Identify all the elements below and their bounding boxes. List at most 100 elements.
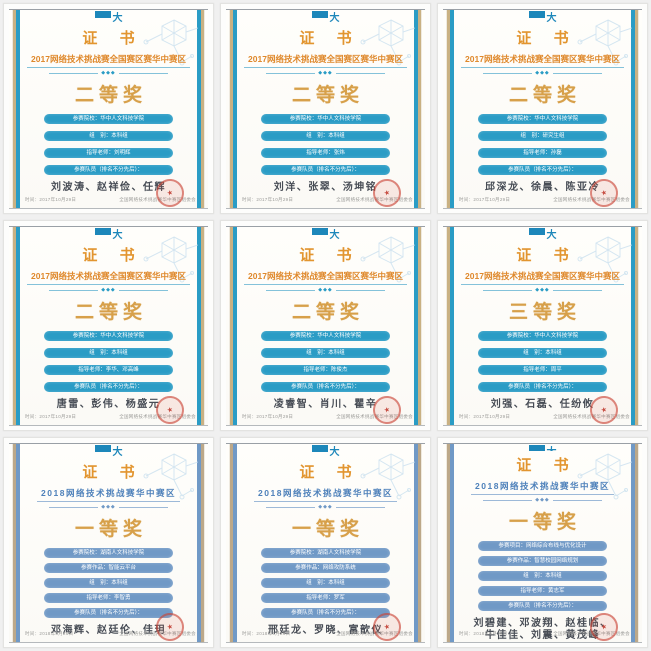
footer-issuer: 全国网络技术挑战赛华中赛区组委会: [553, 631, 630, 636]
event-logo-cropped: 大: [93, 11, 125, 24]
event-logo-cropped: 大: [93, 445, 125, 458]
grid-cell: 大 证 书 2017网络技术挑战赛全国赛区赛华中赛区 ◆◆◆ 二等奖 参赛院校：…: [217, 0, 434, 217]
info-bar: 参赛队员（排名不分先后）：: [43, 608, 174, 618]
diamonds-icon: ◆◆◆: [101, 70, 116, 76]
seal-star-icon: ★: [600, 623, 609, 632]
certificate-card[interactable]: 大 证 书 2017网络技术挑战赛全国赛区赛华中赛区 ◆◆◆ 二等奖 参赛院校：…: [437, 3, 648, 214]
info-bar: 指导老师：孙磊: [477, 148, 608, 158]
certificate-title: 证 书: [299, 464, 361, 481]
diamonds-icon: ◆◆◆: [535, 497, 550, 503]
info-bar: 参赛作品：智能云平台: [43, 563, 174, 573]
border-stripe-left: [229, 227, 237, 425]
official-seal-icon: ★: [369, 175, 405, 211]
certificate-card[interactable]: 大 证 书 2017网络技术挑战赛全国赛区赛华中赛区 ◆◆◆ 三等奖 参赛院校：…: [437, 220, 648, 431]
event-logo-cropped: 大: [310, 11, 342, 24]
info-bar: 参赛院校：华中人文科技学院: [260, 331, 391, 341]
separator-line-left: [265, 506, 316, 508]
info-bar: 指导老师：李智勇: [43, 593, 174, 603]
info-bar: 参赛院校：华中人文科技学院: [477, 114, 608, 124]
field-bars: 参赛院校：华中人文科技学院组 别：本科组 指导老师：刘明辉 参赛队员（排名不分先后）…: [43, 114, 174, 175]
separator-line-left: [48, 289, 99, 291]
official-seal-icon: ★: [586, 392, 622, 428]
certificate-photo: 大 证 书 2018网络技术挑战赛华中赛区 ◆◆◆ 一等奖 参赛院校：湖南人文科…: [9, 443, 208, 645]
separator-line-left: [48, 72, 99, 74]
certificate-title: 证 书: [82, 247, 144, 264]
certificate-photo: 大 证 书 2017网络技术挑战赛全国赛区赛华中赛区 ◆◆◆ 二等奖 参赛院校：…: [9, 226, 208, 428]
certificate-subtitle: 2018网络技术挑战赛华中赛区: [254, 487, 397, 502]
award-title: 一等奖: [291, 519, 364, 540]
info-bar: 指导老师：周平: [477, 365, 608, 375]
seal-star-icon: ★: [166, 189, 175, 198]
border-stripe-left: [12, 444, 20, 642]
certificate-card[interactable]: 大 证 书 2017网络技术挑战赛全国赛区赛华中赛区 ◆◆◆ 二等奖 参赛院校：…: [3, 220, 214, 431]
logo-block-icon: [311, 228, 328, 235]
field-bars: 参赛院校：华中人文科技学院组 别：研究生组 指导老师：孙磊 参赛队员（排名不分先后）…: [477, 114, 608, 175]
certificate-card[interactable]: 大 证 书 2017网络技术挑战赛全国赛区赛华中赛区 ◆◆◆ 二等奖 参赛院校：…: [220, 220, 431, 431]
info-bar: 指导老师：黄志军: [477, 586, 608, 596]
info-bar: 组 别：本科组: [43, 131, 174, 141]
award-title: 二等奖: [508, 85, 581, 106]
certificate-card[interactable]: 大 证 书 2017网络技术挑战赛全国赛区赛华中赛区 ◆◆◆ 二等奖 参赛院校：…: [3, 3, 214, 214]
separator-line-left: [48, 506, 99, 508]
seal-star-icon: ★: [383, 189, 392, 198]
winner-names-line: 凌睿智、肖川、瞿辛: [273, 399, 378, 410]
winner-names: 刘波涛、赵祥俭、任辉: [51, 182, 166, 194]
field-bars: 参赛项目：网络综合布线与优化设计 参赛作品：智慧校园网络规划组 别：本科组 指导老师…: [477, 541, 608, 611]
certificate-subtitle: 2017网络技术挑战赛全国赛区赛华中赛区: [461, 53, 624, 68]
separator-line-right: [335, 289, 386, 291]
official-seal-icon: ★: [152, 175, 188, 211]
diamond-separator: ◆◆◆: [48, 287, 169, 293]
certificate-title: 证 书: [299, 30, 361, 47]
certificate-card[interactable]: 大 证 书 2017网络技术挑战赛全国赛区赛华中赛区 ◆◆◆ 二等奖 参赛院校：…: [220, 3, 431, 214]
footer-issuer: 全国网络技术挑战赛华中赛区组委会: [119, 197, 196, 202]
certificate-subtitle: 2018网络技术挑战赛华中赛区: [471, 480, 614, 495]
field-bars: 参赛院校：湖南人文科技学院 参赛作品：智能云平台组 别：本科组 指导老师：李智勇 参赛…: [43, 548, 174, 618]
award-title: 二等奖: [291, 302, 364, 323]
event-logo-cropped: 大: [310, 445, 342, 458]
award-title: 三等奖: [508, 302, 581, 323]
separator-line-right: [118, 72, 169, 74]
info-bar: 组 别：研究生组: [477, 131, 608, 141]
certificate-card[interactable]: 大 证 书 2018网络技术挑战赛华中赛区 ◆◆◆ 一等奖 参赛院校：湖南人文科…: [3, 437, 214, 648]
info-bar: 参赛队员（排名不分先后）：: [477, 382, 608, 392]
logo-block-icon: [528, 11, 545, 18]
certificate-photo: 大 证 书 2018网络技术挑战赛华中赛区 ◆◆◆ 一等奖 参赛项目：网络综合布…: [443, 443, 642, 645]
logo-block-icon: [94, 445, 111, 452]
separator-line-right: [118, 289, 169, 291]
footer-issuer: 全国网络技术挑战赛华中赛区组委会: [336, 197, 413, 202]
footer-issuer: 全国网络技术挑战赛华中赛区组委会: [553, 414, 630, 419]
winner-names-line: 刘波涛、赵祥俭、任辉: [51, 182, 166, 193]
certificate-photo: 大 证 书 2018网络技术挑战赛华中赛区 ◆◆◆ 一等奖 参赛院校：湖南人文科…: [226, 443, 425, 645]
diamonds-icon: ◆◆◆: [535, 70, 550, 76]
separator-line-right: [552, 499, 603, 501]
certificate-footer: 时间：2017年10月29日 全国网络技术挑战赛华中赛区组委会: [25, 414, 196, 420]
footer-date: 时间：2017年10月29日: [459, 414, 511, 419]
logo-text: 大: [546, 230, 559, 241]
certificate-footer: 时间：2017年10月29日 全国网络技术挑战赛华中赛区组委会: [242, 414, 413, 420]
certificate-footer: 时间：2018年5月26日 全国网络技术挑战赛华中赛区组委会: [459, 631, 630, 637]
winner-names-line: 唐雷、彭伟、杨盛元: [56, 399, 161, 410]
info-bar: 参赛队员（排名不分先后）：: [260, 608, 391, 618]
separator-line-left: [482, 499, 533, 501]
info-bar: 组 别：本科组: [260, 578, 391, 588]
border-stripe-right: [414, 10, 422, 208]
field-bars: 参赛院校：华中人文科技学院组 别：本科组 指导老师：李华、邓高峰 参赛队员（排名不分…: [43, 331, 174, 392]
border-stripe-left: [229, 444, 237, 642]
certificate-card[interactable]: 大 证 书 2018网络技术挑战赛华中赛区 ◆◆◆ 一等奖 参赛院校：湖南人文科…: [220, 437, 431, 648]
winner-names-line: 邓海辉、赵廷伦、佳玥: [51, 625, 166, 636]
footer-date: 时间：2017年10月29日: [459, 197, 511, 202]
grid-cell: 大 证 书 2018网络技术挑战赛华中赛区 ◆◆◆ 一等奖 参赛项目：网络综合布…: [434, 434, 651, 651]
winner-names: 邢廷龙、罗晓、富歆仪: [268, 625, 383, 637]
certificate-title: 证 书: [516, 457, 578, 474]
diamond-separator: ◆◆◆: [265, 70, 386, 76]
winner-names: 刘碧建、邓波翔、赵桂临、 牛佳佳、刘震、黄茂峰: [474, 618, 612, 642]
border-stripe-left: [12, 227, 20, 425]
winner-names: 唐雷、彭伟、杨盛元: [57, 399, 161, 411]
footer-issuer: 全国网络技术挑战赛华中赛区组委会: [119, 631, 196, 636]
event-logo-cropped: 大: [310, 228, 342, 241]
field-bars: 参赛院校：华中人文科技学院组 别：本科组 指导老师：陈俊杰 参赛队员（排名不分先后）…: [260, 331, 391, 392]
diamonds-icon: ◆◆◆: [101, 504, 116, 510]
certificate-card[interactable]: 大 证 书 2018网络技术挑战赛华中赛区 ◆◆◆ 一等奖 参赛项目：网络综合布…: [437, 437, 648, 648]
certificate-photo: 大 证 书 2017网络技术挑战赛全国赛区赛华中赛区 ◆◆◆ 二等奖 参赛院校：…: [443, 9, 642, 211]
certificate-photo: 大 证 书 2017网络技术挑战赛全国赛区赛华中赛区 ◆◆◆ 二等奖 参赛院校：…: [226, 9, 425, 211]
